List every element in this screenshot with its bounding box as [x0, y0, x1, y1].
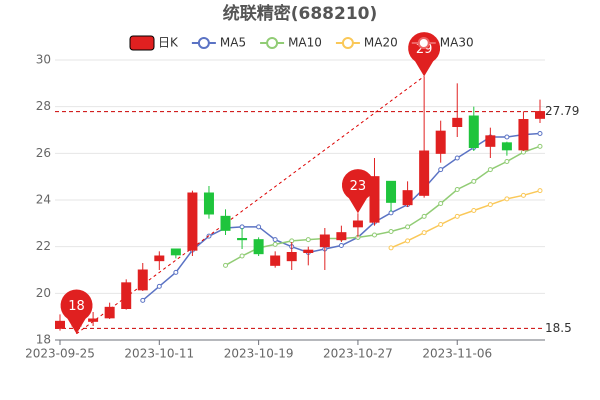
ma-line	[225, 145, 541, 266]
ma-point	[421, 213, 427, 219]
chart-title: 统联精密(688210)	[223, 3, 378, 24]
candle-body	[535, 111, 545, 119]
candle-body	[518, 119, 529, 151]
price-marker-label: 23	[350, 179, 367, 194]
trend-line	[76, 75, 425, 335]
legend-icon	[129, 35, 155, 51]
x-tick-label: 2023-10-27	[323, 347, 393, 361]
ma-point	[173, 269, 179, 275]
ma-point	[272, 237, 278, 243]
y-tick-label: 20	[36, 286, 51, 300]
ma-point	[438, 201, 444, 206]
candle-body	[88, 318, 99, 322]
y-tick-label: 22	[36, 239, 51, 253]
ma-point	[537, 188, 543, 194]
y-tick-label: 26	[36, 146, 51, 160]
candle-body	[55, 320, 65, 329]
candle-body	[253, 239, 264, 255]
ma-point	[471, 178, 477, 184]
candle-body	[187, 192, 198, 251]
ma-point	[471, 208, 477, 213]
ma-line	[142, 132, 541, 301]
legend-icon	[341, 37, 354, 49]
ma-point	[272, 241, 278, 247]
legend-label: MA5	[220, 36, 246, 50]
price-marker	[60, 289, 93, 334]
ma-point	[504, 159, 510, 164]
ma-point	[156, 283, 162, 289]
candle-body	[121, 282, 132, 310]
ma-point	[504, 134, 510, 140]
ma-point	[520, 192, 526, 198]
ma-point	[537, 131, 543, 136]
legend-icon	[417, 37, 430, 49]
candle-body	[369, 176, 380, 223]
candle-body	[154, 255, 165, 262]
ma-point	[338, 243, 344, 248]
ma-point	[239, 253, 245, 259]
ma-point	[487, 167, 493, 173]
ma-point	[537, 143, 543, 149]
legend-label: MA10	[288, 36, 322, 50]
candle-body	[137, 269, 148, 291]
candle-body	[237, 238, 248, 241]
reference-label: 27.79	[545, 104, 579, 118]
candle-body	[419, 150, 430, 196]
ma-point	[504, 196, 510, 202]
y-tick-label: 18	[36, 333, 51, 347]
y-tick-label: 30	[36, 53, 51, 67]
candle-body	[303, 249, 314, 254]
ma-line	[390, 189, 541, 249]
ma-point	[454, 155, 460, 161]
ma-point	[405, 224, 411, 230]
ma-point	[388, 245, 394, 251]
candle-body	[352, 220, 363, 228]
ma-point	[140, 297, 146, 303]
legend-label: MA20	[364, 36, 398, 50]
ma-point	[487, 202, 493, 208]
legend-icon	[197, 37, 210, 49]
candle-body	[336, 232, 347, 241]
ma-point	[438, 222, 444, 227]
candle-body	[452, 117, 463, 128]
ma-point	[405, 238, 411, 244]
candle-body	[286, 252, 297, 262]
candle-body	[501, 142, 512, 151]
candle-body	[468, 115, 479, 148]
candle-body	[386, 180, 397, 203]
x-tick-label: 2023-09-25	[25, 347, 95, 361]
ma-point	[438, 167, 444, 173]
candle-body	[170, 248, 181, 256]
candle-body	[485, 135, 496, 147]
y-tick-label: 28	[36, 99, 51, 113]
ma-point	[421, 230, 427, 236]
price-marker	[341, 169, 374, 214]
candle-body	[270, 255, 281, 266]
y-tick-label: 24	[36, 193, 51, 207]
ma-point	[371, 232, 377, 238]
x-tick-label: 2023-10-11	[124, 347, 194, 361]
x-tick-label: 2023-11-06	[422, 347, 492, 361]
legend-label: MA30	[440, 36, 474, 50]
ma-point	[454, 187, 460, 192]
ma-point	[454, 213, 460, 219]
ma-point	[388, 229, 394, 234]
candle-body	[203, 192, 214, 215]
x-tick-label: 2023-10-19	[224, 347, 294, 361]
candle-body	[104, 306, 115, 319]
candle-body	[319, 234, 330, 248]
candle-body	[402, 190, 413, 206]
candle-body	[435, 130, 446, 154]
price-marker-label: 18	[68, 299, 85, 314]
ma-point	[256, 224, 262, 230]
ma-point	[223, 262, 229, 268]
legend-icon	[266, 37, 279, 49]
candle-body	[220, 215, 231, 231]
ma-point	[305, 237, 311, 243]
reference-label: 18.5	[545, 321, 572, 335]
legend-label: 日K	[158, 36, 179, 50]
